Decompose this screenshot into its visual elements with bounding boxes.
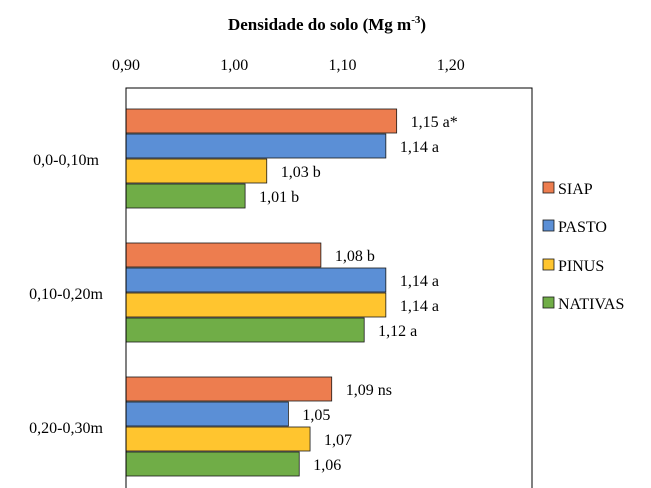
data-label: 1,08 b [335, 248, 375, 265]
data-label: 1,03 b [281, 164, 321, 181]
chart-title-close: ) [420, 15, 426, 34]
bar-pinus [125, 426, 311, 452]
data-label: 1,06 [313, 457, 341, 474]
legend-swatch-nativas [542, 296, 555, 309]
data-label: 1,07 [324, 432, 352, 449]
data-label: 1,14 a [400, 139, 439, 156]
bar-pinus [125, 158, 268, 184]
category-labels: 0,0-0,10m 0,10-0,20m 0,20-0,30m [29, 152, 103, 437]
bar-pasto [125, 267, 387, 293]
bar-pasto [125, 133, 387, 159]
x-tick-label: 0,90 [112, 57, 140, 74]
x-tick-label: 1,20 [437, 57, 465, 74]
x-axis-ticks: 0,90 1,00 1,10 1,20 [112, 57, 465, 74]
data-label: 1,15 a* [411, 114, 458, 131]
legend-swatch-siap [542, 181, 555, 194]
legend: SIAP PASTO PINUS NATIVAS [542, 181, 624, 313]
bar-nativas [125, 317, 365, 343]
data-label: 1,09 ns [346, 382, 392, 399]
x-tick-label: 1,10 [329, 57, 357, 74]
chart-title-superscript: -3 [411, 14, 421, 26]
bar-siap [125, 242, 322, 268]
data-label: 1,14 a [400, 298, 439, 315]
data-label: 1,05 [302, 407, 330, 424]
plot-area-frame [125, 87, 533, 488]
legend-label: NATIVAS [558, 296, 624, 313]
legend-label: PASTO [558, 219, 607, 236]
data-label: 1,12 a [378, 323, 417, 340]
bar-siap [125, 376, 333, 402]
bar-nativas [125, 183, 246, 209]
category-label: 0,10-0,20m [29, 286, 103, 303]
legend-label: SIAP [558, 181, 593, 198]
legend-label: PINUS [558, 258, 604, 275]
data-label: 1,14 a [400, 273, 439, 290]
bar-nativas [125, 451, 300, 477]
bar-siap [125, 108, 398, 134]
chart-title-main: Densidade do solo (Mg m [228, 15, 411, 34]
x-tick-label: 1,00 [220, 57, 248, 74]
category-label: 0,20-0,30m [29, 420, 103, 437]
data-label: 1,01 b [259, 189, 299, 206]
legend-swatch-pasto [542, 219, 555, 232]
legend-swatch-pinus [542, 258, 555, 271]
bars: 1,15 a* 1,14 a 1,03 b 1,01 b 1,08 b 1,14 a 1,1… [125, 108, 458, 477]
chart-title: Densidade do solo (Mg m-3) [228, 14, 426, 34]
bar-pinus [125, 292, 387, 318]
category-label: 0,0-0,10m [33, 152, 99, 169]
bar-pasto [125, 401, 289, 427]
